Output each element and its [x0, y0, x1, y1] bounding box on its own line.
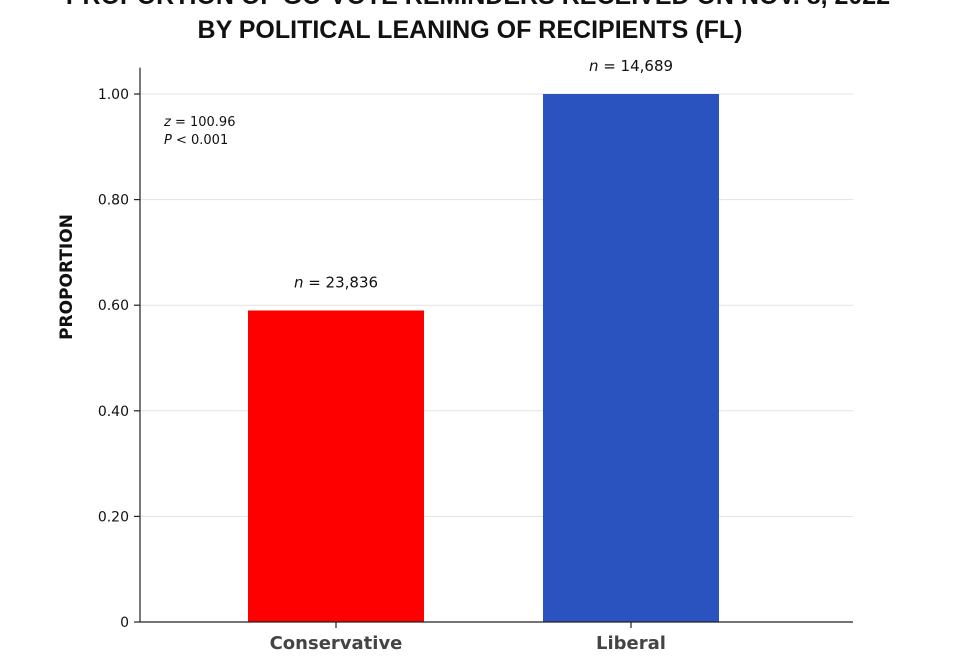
- stat-p-value: < 0.001: [172, 133, 228, 148]
- stat-p-symbol: P: [164, 133, 172, 148]
- stat-annotation-z: z = 100.96: [163, 115, 235, 130]
- y-tick-label: 1.00: [98, 87, 129, 103]
- bar-liberal: [543, 94, 719, 622]
- x-tick-label-liberal: Liberal: [596, 633, 666, 654]
- axes: [134, 67, 853, 628]
- bars: [248, 94, 719, 622]
- bar-conservative: [248, 310, 424, 622]
- stat-z-symbol: z: [163, 115, 172, 130]
- chart-title-line-1: PROPORTION OF GO-VOTE REMINDERS RECEIVED…: [66, 0, 890, 10]
- y-tick-label: 0.60: [98, 298, 129, 314]
- data-label-liberal: n = 14,689: [589, 57, 673, 75]
- y-tick-label: 0.80: [98, 193, 129, 209]
- data-label-conservative: n = 23,836: [294, 273, 378, 291]
- y-axis-label: PROPORTION: [57, 214, 77, 340]
- gridlines: [140, 93, 853, 517]
- y-tick-label: 0.20: [98, 509, 129, 525]
- labels: 0 0.20 0.40 0.60 0.80 1.00 n = 23,836 Conservat…: [98, 57, 673, 654]
- stat-z-value: = 100.96: [171, 115, 236, 130]
- y-tick-label: 0.40: [98, 404, 129, 420]
- x-tick-label-conservative: Conservative: [270, 633, 403, 654]
- y-tick-label: 0: [120, 615, 129, 631]
- stat-annotation-p: P < 0.001: [164, 133, 228, 148]
- chart-title-line-2: BY POLITICAL LEANING OF RECIPIENTS (FL): [198, 16, 743, 44]
